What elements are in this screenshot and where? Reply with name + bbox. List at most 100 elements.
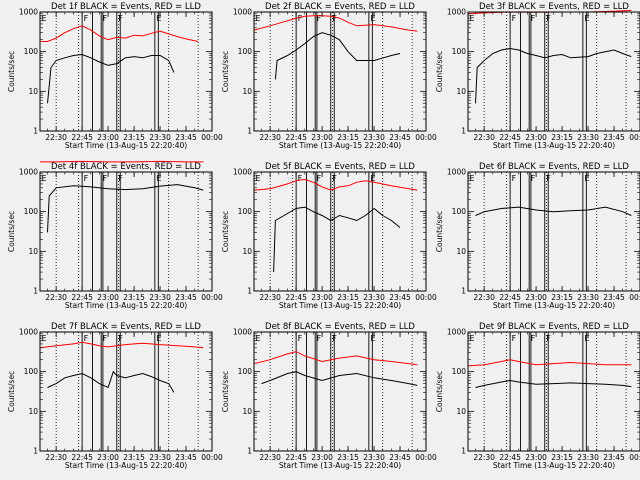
y-tick-label: 1 (461, 287, 466, 296)
plot-frame (253, 331, 427, 452)
y-axis-label: Counts/sec (7, 371, 16, 412)
y-tick-label: 100 (24, 207, 39, 216)
y-tick-label: 1000 (447, 8, 466, 17)
interval-box (544, 171, 549, 292)
interval-label: F (531, 14, 536, 23)
x-tick-label: 23:30 (363, 133, 385, 142)
y-axis-label: Counts/sec (435, 211, 444, 252)
x-tick-label: 00:00 (629, 133, 640, 142)
y-tick-label: 10 (28, 407, 38, 416)
x-tick-label: 23:00 (525, 293, 547, 302)
interval-box (544, 11, 549, 132)
interval-label: E (470, 174, 475, 183)
x-tick-label: 23:00 (97, 453, 119, 462)
y-tick-label: 1000 (233, 168, 252, 177)
events-series-line (475, 379, 632, 388)
interval-box (509, 11, 521, 132)
x-tick-label: 22:45 (499, 293, 521, 302)
x-axis-label: Start Time (13-Aug-15 22:20:40) (279, 301, 401, 310)
events-series-line (47, 53, 175, 104)
x-axis-label: Start Time (13-Aug-15 22:20:40) (65, 301, 187, 310)
interval-label: F (298, 14, 303, 23)
x-tick-label: 22:30 (473, 133, 495, 142)
y-tick-label: 10 (456, 247, 466, 256)
panel-title: Det 6f BLACK = Events, RED = LLD (479, 162, 629, 172)
y-tick-label: 10 (28, 247, 38, 256)
interval-label: F (332, 14, 337, 23)
interval-label: F (531, 334, 536, 343)
interval-box (314, 331, 318, 452)
x-tick-label: 23:15 (123, 133, 145, 142)
x-tick-label: 23:00 (525, 453, 547, 462)
lld-series-line (253, 178, 418, 191)
plot-frame (253, 171, 427, 292)
interval-label: E (156, 334, 161, 343)
x-tick-label: 22:45 (285, 293, 307, 302)
y-tick-label: 100 (238, 207, 253, 216)
y-tick-label: 1000 (447, 168, 466, 177)
interval-box (154, 331, 159, 452)
interval-label: F (84, 14, 89, 23)
y-axis-label: Counts/sec (435, 371, 444, 412)
interval-label: F (531, 174, 536, 183)
interval-label: E (42, 334, 47, 343)
x-tick-label: 23:30 (149, 133, 171, 142)
interval-label: E (470, 14, 475, 23)
x-tick-label: 23:45 (175, 293, 197, 302)
y-tick-label: 1 (33, 127, 38, 136)
x-tick-label: 23:15 (551, 293, 573, 302)
panel-title: Det 4f BLACK = Events, RED = LLD (51, 162, 201, 172)
y-tick-label: 10 (242, 407, 252, 416)
x-axis-label: Start Time (13-Aug-15 22:20:40) (279, 141, 401, 150)
y-tick-label: 1 (247, 287, 252, 296)
interval-label: F (546, 14, 551, 23)
lld-series-line (467, 359, 632, 367)
interval-label: E (256, 174, 261, 183)
interval-label: E (156, 174, 161, 183)
panel-det-2: F F F E E 1 10 100 1000 22:30 22:45 23:00 23:15 23:30… (221, 2, 437, 150)
panel-title: Det 5f BLACK = Events, RED = LLD (265, 162, 415, 172)
x-tick-label: 00:00 (415, 133, 437, 142)
y-tick-label: 100 (24, 367, 39, 376)
x-tick-label: 23:45 (603, 293, 625, 302)
plot-frame (467, 331, 640, 452)
interval-label: F (118, 174, 123, 183)
interval-box (116, 171, 121, 292)
interval-label: F (118, 14, 123, 23)
lld-series-line (40, 160, 204, 163)
interval-label: F (317, 334, 322, 343)
x-tick-label: 23:45 (175, 453, 197, 462)
y-tick-label: 1000 (19, 168, 38, 177)
events-series-line (274, 32, 401, 80)
x-tick-label: 23:30 (363, 453, 385, 462)
x-tick-label: 22:30 (45, 453, 67, 462)
y-tick-label: 1 (461, 447, 466, 456)
x-tick-label: 00:00 (415, 293, 437, 302)
interval-box (330, 331, 335, 452)
y-tick-label: 1000 (19, 328, 38, 337)
x-tick-label: 22:30 (473, 293, 495, 302)
x-tick-label: 22:30 (473, 453, 495, 462)
interval-box (528, 171, 532, 292)
y-tick-label: 1 (461, 127, 466, 136)
interval-box (154, 11, 159, 132)
y-tick-label: 10 (242, 247, 252, 256)
interval-box (116, 331, 121, 452)
interval-label: E (370, 334, 375, 343)
interval-label: F (512, 174, 517, 183)
x-tick-label: 00:00 (201, 293, 223, 302)
interval-label: E (42, 14, 47, 23)
x-tick-label: 23:00 (311, 133, 333, 142)
interval-label: F (512, 334, 517, 343)
x-tick-label: 23:00 (525, 133, 547, 142)
x-tick-label: 23:00 (311, 453, 333, 462)
events-series-line (475, 206, 632, 216)
panel-title: Det 2f BLACK = Events, RED = LLD (265, 2, 415, 12)
y-tick-label: 100 (452, 207, 467, 216)
x-tick-label: 23:45 (389, 293, 411, 302)
interval-label: F (298, 334, 303, 343)
plot-frame (39, 11, 213, 132)
y-tick-label: 1 (33, 447, 38, 456)
y-axis-label: Counts/sec (7, 51, 16, 92)
plot-frame (39, 331, 213, 452)
